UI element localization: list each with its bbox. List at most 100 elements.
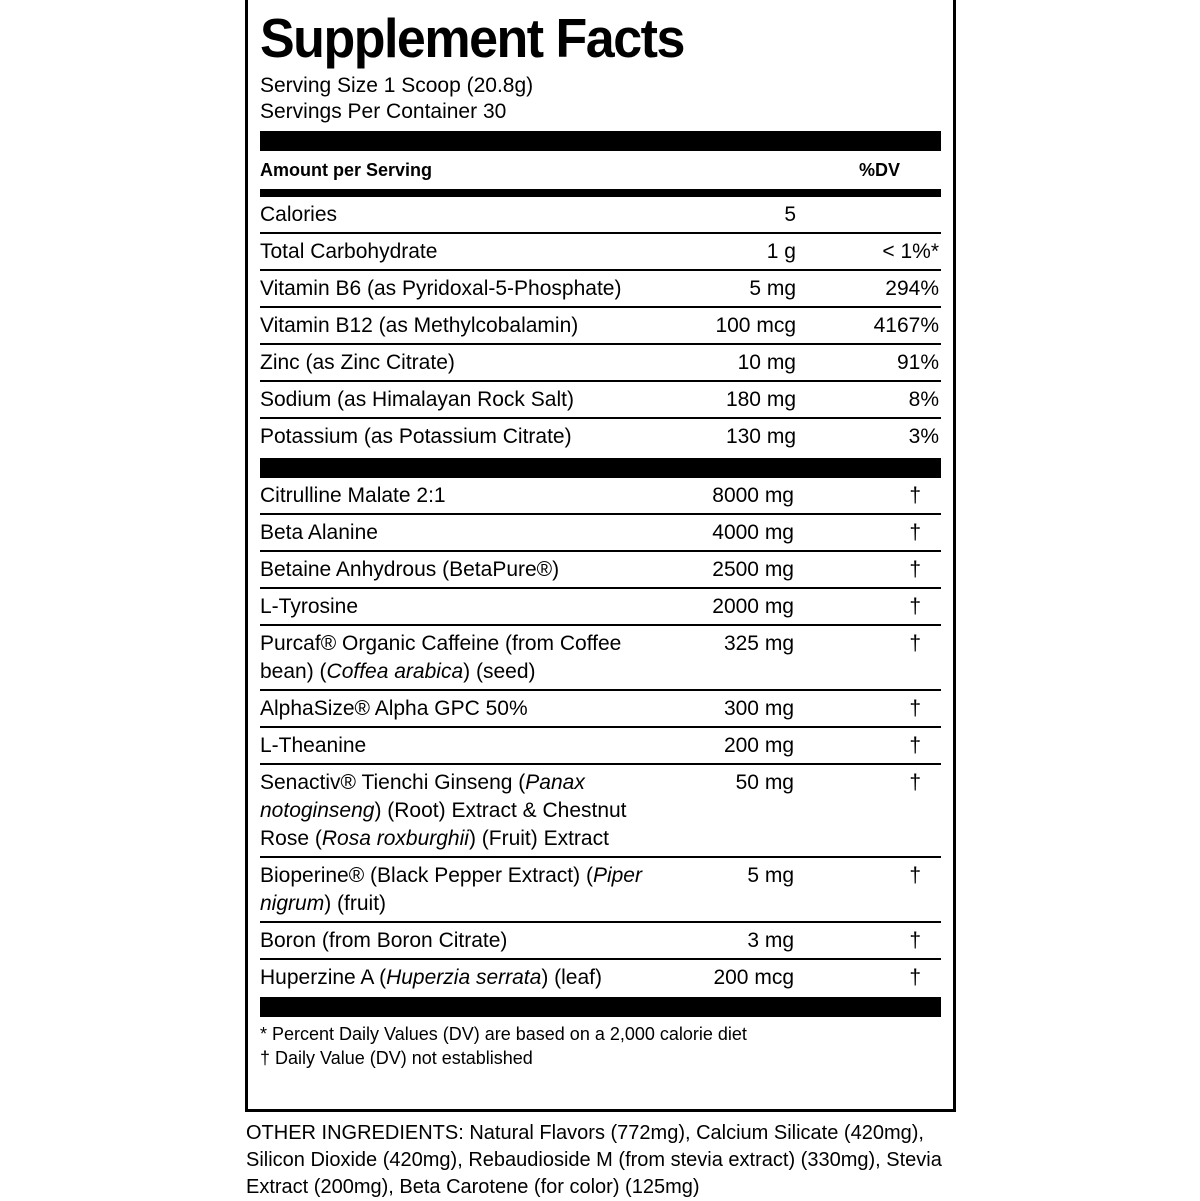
name-text: Total Carbohydrate — [260, 240, 438, 263]
name-text: Calories — [260, 203, 338, 226]
name-text: Senactiv® Tienchi Ginseng ( — [260, 771, 526, 794]
name-text: L-Theanine — [260, 734, 367, 757]
amount: 4000 mg — [712, 521, 794, 544]
daily-value: † — [909, 521, 921, 544]
amount-header: Amount per Serving — [260, 159, 433, 180]
serving-size: Serving Size 1 Scoop (20.8g) — [260, 74, 534, 97]
amount: 180 mg — [725, 388, 796, 411]
title: Supplement Facts — [260, 8, 685, 70]
name-text: ) (Root) Extract & Chestnut Rose ( — [260, 799, 627, 850]
daily-value: 91% — [896, 351, 939, 374]
daily-value: 8% — [908, 388, 939, 411]
name: Huperzine A (Huperzia serrata) (leaf) — [260, 964, 680, 992]
row: Total Carbohydrate 1 g < 1%* — [260, 234, 941, 271]
name: Beta Alanine — [260, 519, 680, 547]
row: AlphaSize® Alpha GPC 50% 300 mg † — [260, 691, 941, 728]
amount: 5 mg — [749, 277, 796, 300]
amount: 10 mg — [737, 351, 796, 374]
row: Vitamin B12 (as Methylcobalamin) 100 mcg 4… — [260, 308, 941, 345]
name-italic: Coffea arabica — [326, 660, 464, 683]
row: Citrulline Malate 2:1 8000 mg † — [260, 478, 941, 515]
name: Total Carbohydrate — [260, 238, 656, 266]
row: Beta Alanine 4000 mg † — [260, 515, 941, 552]
daily-value: † — [909, 595, 921, 618]
daily-value: 294% — [885, 277, 939, 300]
daily-value: † — [909, 864, 921, 887]
row: Sodium (as Himalayan Rock Salt) 180 mg 8% — [260, 382, 941, 419]
amount: 5 — [784, 203, 796, 226]
divider-bar — [260, 189, 941, 197]
name-text: ) (Fruit) Extract — [468, 827, 609, 850]
name: Zinc (as Zinc Citrate) — [260, 349, 656, 377]
row: Betaine Anhydrous (BetaPure®) 2500 mg † — [260, 552, 941, 589]
name: AlphaSize® Alpha GPC 50% — [260, 695, 680, 723]
name: Vitamin B12 (as Methylcobalamin) — [260, 312, 656, 340]
row: Purcaf® Organic Caffeine (from Coffee be… — [260, 626, 941, 691]
daily-value: † — [909, 558, 921, 581]
name: Vitamin B6 (as Pyridoxal-5-Phosphate) — [260, 275, 656, 303]
ingredient-list: Citrulline Malate 2:1 8000 mg † Beta Alanin… — [260, 478, 941, 995]
name: Boron (from Boron Citrate) — [260, 927, 680, 955]
name-text: ) (leaf) — [541, 966, 602, 989]
daily-value: 4167% — [873, 314, 939, 337]
divider-bar — [260, 997, 941, 1017]
name-text: Vitamin B12 (as Methylcobalamin) — [260, 314, 579, 337]
nutrient-list: Calories 5 Total Carbohydrate 1 g < 1%* Vitam… — [260, 197, 941, 454]
amount: 2000 mg — [712, 595, 794, 618]
name-italic: Rosa roxburghii — [321, 827, 469, 850]
name-text: Citrulline Malate 2:1 — [260, 484, 446, 507]
row: L-Theanine 200 mg † — [260, 728, 941, 765]
daily-value: 3% — [908, 425, 939, 448]
name: Calories — [260, 201, 656, 229]
name: Sodium (as Himalayan Rock Salt) — [260, 386, 656, 414]
name-text: AlphaSize® Alpha GPC 50% — [260, 697, 528, 720]
row: Bioperine® (Black Pepper Extract) (Piper… — [260, 858, 941, 923]
name-text: Zinc (as Zinc Citrate) — [260, 351, 455, 374]
servings-per-container: Servings Per Container 30 — [260, 100, 507, 123]
name-text: Vitamin B6 (as Pyridoxal-5-Phosphate) — [260, 277, 622, 300]
amount: 130 mg — [725, 425, 796, 448]
amount: 8000 mg — [712, 484, 794, 507]
divider-bar — [260, 131, 941, 151]
name-italic: Piper nigrum — [260, 864, 642, 915]
row: Huperzine A (Huperzia serrata) (leaf) 200… — [260, 960, 941, 995]
name-text: ) (seed) — [463, 660, 536, 683]
amount: 2500 mg — [712, 558, 794, 581]
row: Calories 5 — [260, 197, 941, 234]
name-text: ) (fruit) — [324, 892, 387, 915]
amount: 5 mg — [747, 864, 794, 887]
daily-value: † — [909, 632, 921, 655]
other-ingredients: OTHER INGREDIENTS: Natural Flavors (772m… — [246, 1122, 942, 1198]
name: Potassium (as Potassium Citrate) — [260, 423, 656, 451]
name-text: Purcaf® Organic Caffeine (from Coffee be… — [260, 632, 622, 683]
footnote: † Daily Value (DV) not established — [260, 1048, 533, 1068]
daily-value: † — [909, 697, 921, 720]
row: Potassium (as Potassium Citrate) 130 mg 3% — [260, 419, 941, 454]
footnote: * Percent Daily Values (DV) are based on… — [260, 1024, 747, 1044]
daily-value: † — [909, 771, 921, 794]
name: Purcaf® Organic Caffeine (from Coffee be… — [260, 630, 680, 686]
daily-value: † — [909, 734, 921, 757]
name-text: Betaine Anhydrous (BetaPure®) — [260, 558, 560, 581]
daily-value: † — [909, 484, 921, 507]
name-text: Beta Alanine — [260, 521, 378, 544]
name-text: Boron (from Boron Citrate) — [260, 929, 508, 952]
divider-bar — [260, 458, 941, 478]
name-text: Huperzine A ( — [260, 966, 387, 989]
amount: 50 mg — [735, 771, 794, 794]
daily-value — [796, 201, 941, 229]
row: Boron (from Boron Citrate) 3 mg † — [260, 923, 941, 960]
row: L-Tyrosine 2000 mg † — [260, 589, 941, 626]
name-text: Bioperine® (Black Pepper Extract) ( — [260, 864, 593, 887]
amount: 200 mcg — [713, 966, 794, 989]
name: L-Theanine — [260, 732, 680, 760]
row: Vitamin B6 (as Pyridoxal-5-Phosphate) 5 m… — [260, 271, 941, 308]
name-italic: Huperzia serrata — [386, 966, 542, 989]
amount: 200 mg — [723, 734, 794, 757]
column-header: Amount per Serving %DV — [260, 151, 941, 189]
name: L-Tyrosine — [260, 593, 680, 621]
daily-value: < 1%* — [882, 240, 939, 263]
amount: 3 mg — [747, 929, 794, 952]
name-text: Sodium (as Himalayan Rock Salt) — [260, 388, 574, 411]
